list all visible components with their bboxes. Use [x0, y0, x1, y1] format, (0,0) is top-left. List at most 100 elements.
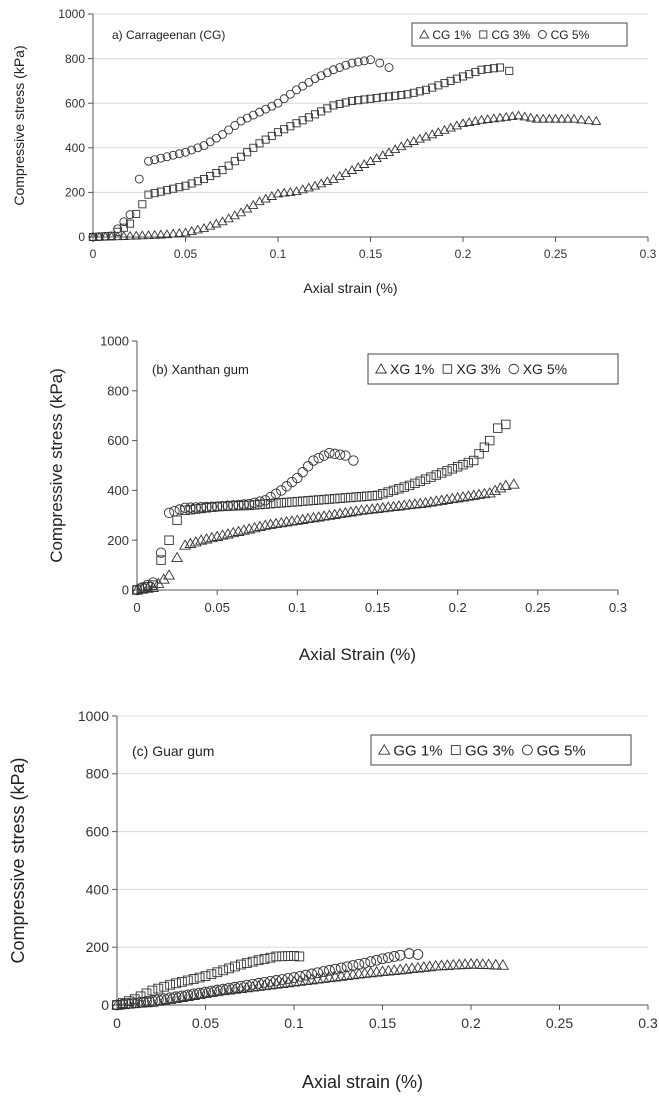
- data-point: [200, 533, 213, 544]
- y-axis-title: Compressive stress (kPa): [8, 757, 28, 963]
- data-point: [324, 964, 335, 976]
- data-point: [243, 148, 252, 157]
- data-point: [125, 210, 135, 220]
- data-point: [347, 96, 357, 105]
- data-point: [356, 491, 367, 502]
- data-point: [353, 57, 363, 67]
- data-point: [359, 159, 370, 168]
- data-point: [224, 161, 233, 170]
- panel-label: (c) Guar gum: [132, 743, 214, 759]
- data-point: [329, 101, 338, 110]
- data-point: [340, 168, 351, 177]
- data-point: [329, 963, 341, 975]
- data-point: [335, 99, 344, 108]
- data-point: [216, 529, 229, 540]
- data-point: [174, 228, 185, 237]
- y-tick-label: 0: [78, 230, 85, 244]
- legend-box: [370, 734, 632, 766]
- x-tick-label: 0.2: [455, 247, 472, 261]
- y-axis-title: Compressive stress (kPa): [11, 45, 27, 205]
- x-tick-label: 0.05: [192, 1015, 219, 1031]
- series-circle: [88, 55, 394, 242]
- data-point: [163, 507, 175, 519]
- y-tick-label: 200: [65, 186, 85, 200]
- legend: CG 1% CG 3% CG 5%: [411, 22, 628, 47]
- data-point: [436, 468, 447, 478]
- data-point: [142, 579, 153, 591]
- data-point: [458, 459, 468, 470]
- data-point: [171, 978, 181, 989]
- data-point: [495, 63, 505, 72]
- data-point: [346, 492, 356, 503]
- data-point: [507, 478, 520, 489]
- data-point: [415, 87, 424, 96]
- data-point: [440, 79, 449, 88]
- data-point: [489, 484, 502, 495]
- legend-marker-square: [479, 30, 488, 39]
- data-point: [348, 455, 359, 466]
- data-point: [119, 217, 129, 227]
- data-point: [292, 472, 303, 484]
- data-point: [494, 112, 506, 122]
- data-point: [223, 982, 235, 994]
- y-tick-label: 400: [107, 483, 129, 498]
- data-point: [254, 196, 265, 206]
- chart-panel-1: 0 200 400 600 800 1000 0 0.05 0.1 0.15 0.2 0.25 0.3 A…: [11, 7, 657, 296]
- data-point: [591, 115, 602, 125]
- data-point: [168, 228, 179, 238]
- data-point: [544, 113, 555, 123]
- chart-panel-3: 0 200 400 600 800 1000 0 0.05 0.1 0.15 0.2 0.25 0.3 A…: [8, 708, 658, 1092]
- data-point: [184, 537, 197, 548]
- x-tick-label: 0.15: [369, 1015, 396, 1031]
- data-point: [289, 951, 299, 961]
- data-point: [270, 975, 282, 986]
- data-point: [382, 501, 395, 512]
- data-point: [172, 515, 182, 525]
- y-tick-label: 1000: [100, 334, 129, 349]
- data-point: [217, 500, 228, 512]
- data-point: [180, 227, 191, 237]
- data-point: [271, 951, 282, 962]
- data-point: [341, 98, 350, 107]
- legend-marker-triangle: [419, 29, 430, 39]
- data-point: [174, 149, 184, 159]
- y-tick-label: 1000: [78, 708, 109, 724]
- data-point: [446, 76, 455, 85]
- legend-marker-circle: [537, 30, 547, 39]
- data-point: [346, 165, 358, 174]
- data-point: [159, 981, 170, 992]
- data-point: [507, 111, 518, 121]
- data-point: [525, 112, 536, 122]
- data-point: [397, 91, 406, 100]
- data-point: [365, 956, 377, 968]
- data-point: [125, 219, 135, 228]
- data-point: [330, 494, 340, 504]
- data-point: [164, 992, 176, 1004]
- data-point: [371, 954, 382, 966]
- data-point: [123, 998, 135, 1009]
- data-point: [390, 144, 401, 154]
- data-point: [236, 959, 246, 970]
- data-point: [193, 143, 203, 153]
- y-tick-label: 800: [65, 52, 85, 66]
- data-point: [334, 170, 345, 180]
- data-point: [550, 113, 561, 123]
- data-point: [237, 524, 250, 535]
- data-point: [185, 502, 196, 513]
- data-point: [431, 470, 441, 480]
- x-tick-label: 0.25: [546, 1015, 573, 1031]
- data-point: [153, 983, 164, 994]
- legend-marker-circle: [521, 744, 533, 756]
- data-point: [482, 114, 493, 123]
- data-point: [372, 93, 381, 103]
- data-point: [335, 962, 347, 974]
- y-tick-label: 400: [65, 141, 85, 155]
- data-point: [193, 177, 202, 186]
- data-point: [230, 961, 240, 972]
- data-point: [324, 494, 335, 504]
- data-point: [354, 96, 363, 105]
- data-point: [366, 55, 375, 65]
- data-point: [138, 200, 147, 209]
- data-point: [583, 115, 594, 125]
